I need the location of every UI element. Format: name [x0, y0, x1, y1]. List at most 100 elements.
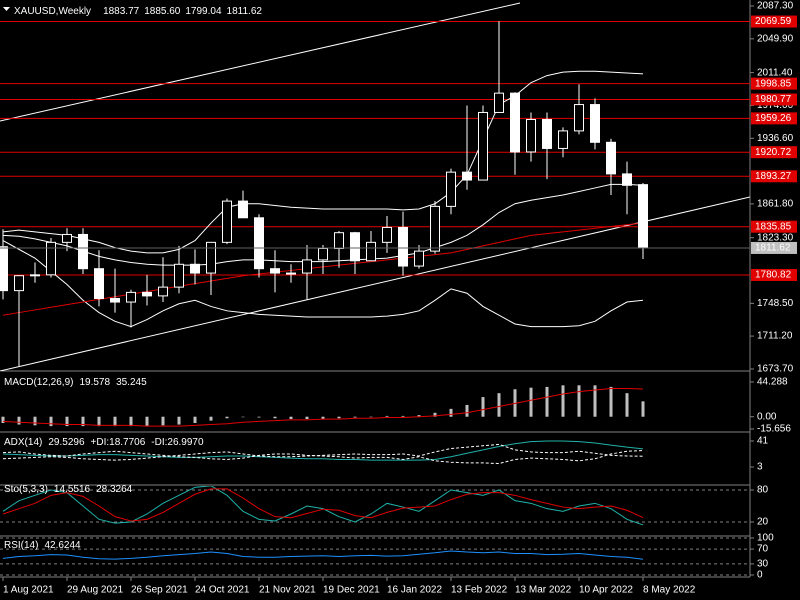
- header-item: MACD(12,26,9): [4, 377, 73, 388]
- symbol-menu-arrow[interactable]: [3, 7, 10, 11]
- level-label: 1835.85: [755, 221, 792, 232]
- indicator-line: [2, 387, 644, 427]
- candle-body: [158, 286, 168, 297]
- y-tick-label: 0: [757, 570, 763, 581]
- histogram-bar: [161, 416, 165, 426]
- histogram-bar: [129, 416, 133, 427]
- candle-body: [478, 111, 488, 181]
- histogram-bar: [337, 416, 341, 419]
- histogram-bar: [321, 416, 325, 420]
- x-tick-label: 8 May 2022: [643, 585, 696, 596]
- y-tick-label: -15.656: [757, 424, 791, 435]
- indicator-line: [2, 240, 644, 328]
- histogram-bar: [497, 393, 501, 417]
- level-label: 1780.82: [755, 270, 792, 281]
- candle-body: [542, 118, 552, 149]
- y-tick-label: 1823.30: [757, 232, 794, 243]
- x-tick-label: 29 Aug 2021: [67, 585, 124, 596]
- histogram-bar: [449, 408, 453, 417]
- histogram-bar: [609, 386, 613, 417]
- y-tick-label: 20: [757, 517, 769, 528]
- histogram-bar: [465, 404, 469, 417]
- level-label-box: [751, 170, 797, 183]
- histogram-bar: [97, 416, 101, 427]
- header-item: 26.9970: [167, 437, 204, 448]
- panel-header: ADX(14) 29.5296 +DI:18.7706 -DI:26.9970: [4, 437, 204, 448]
- indicator-line: [2, 70, 644, 254]
- candle-body: [622, 173, 632, 186]
- histogram-bar: [353, 416, 357, 418]
- histogram-bar: [193, 416, 197, 423]
- header-item: 28.3264: [96, 484, 133, 495]
- candle-body: [270, 268, 280, 274]
- candle-body: [302, 259, 312, 274]
- header-item: 19.578: [79, 377, 110, 388]
- level-label: 1980.77: [755, 94, 792, 105]
- candle-body: [62, 233, 72, 243]
- header-item: 14.5516: [54, 484, 91, 495]
- candle-body: [46, 241, 56, 276]
- y-tick-label: 0.00: [757, 411, 777, 422]
- panel: [1, 385, 645, 427]
- header-item: 18.7706: [109, 437, 146, 448]
- y-tick-label: 1748.50: [757, 298, 794, 309]
- candle-body: [590, 104, 600, 143]
- header-item: 1799.04: [185, 6, 222, 17]
- candle-body: [238, 200, 248, 219]
- histogram-bar: [49, 416, 53, 427]
- candle-body: [638, 184, 648, 249]
- level-label-box: [751, 15, 797, 28]
- header-item: 1885.60: [144, 6, 181, 17]
- y-tick-label: 44.288: [757, 377, 788, 388]
- header-item: Sto(5,3,3): [4, 484, 48, 495]
- level-label: 2069.59: [755, 16, 792, 27]
- histogram-bar: [625, 393, 629, 417]
- histogram-bar: [81, 416, 85, 427]
- header-item: -DI:: [151, 437, 167, 448]
- histogram-bar: [545, 386, 549, 417]
- level-label: 1893.27: [755, 171, 792, 182]
- header-item: +DI:: [91, 437, 110, 448]
- candle-body: [142, 291, 152, 297]
- panel-header: RSI(14) 42.6244: [4, 540, 81, 551]
- candle-body: [30, 274, 40, 277]
- candle-body: [350, 232, 360, 262]
- candle-body: [0, 246, 8, 292]
- level-label-box: [751, 112, 797, 125]
- candle-body: [126, 291, 136, 303]
- candle-body: [206, 241, 216, 274]
- x-tick-label: 16 Jan 2022: [387, 585, 442, 596]
- candle-body: [382, 226, 392, 243]
- level-label-box: [751, 77, 797, 90]
- header-item: 29.5296: [48, 437, 85, 448]
- header-item: 35.245: [116, 377, 147, 388]
- candle-body: [574, 104, 584, 132]
- x-tick-label: 21 Nov 2021: [259, 585, 316, 596]
- histogram-bar: [369, 416, 373, 418]
- candle-body: [14, 275, 24, 292]
- histogram-bar: [209, 416, 213, 421]
- histogram-bar: [561, 385, 565, 417]
- histogram-bar: [113, 416, 117, 427]
- indicator-line: [2, 440, 644, 461]
- candle-body: [286, 272, 296, 275]
- x-tick-label: 13 Mar 2022: [515, 585, 572, 596]
- indicator-line: [2, 443, 644, 461]
- histogram-bar: [417, 415, 421, 417]
- histogram-bar: [1, 416, 5, 423]
- level-label: 1998.85: [755, 78, 792, 89]
- level-label-box: [751, 220, 797, 233]
- trendlines: [0, 2, 750, 371]
- candle-body: [254, 217, 264, 270]
- candle-body: [510, 92, 520, 153]
- candle-body: [462, 171, 472, 181]
- histogram-bar: [385, 415, 389, 417]
- indicator-line: [2, 550, 644, 560]
- x-tick-label: 10 Apr 2022: [579, 585, 633, 596]
- panel: [0, 21, 750, 367]
- indicator-line: [2, 488, 644, 522]
- level-label-box: [751, 93, 797, 106]
- x-tick-label: 19 Dec 2021: [323, 585, 380, 596]
